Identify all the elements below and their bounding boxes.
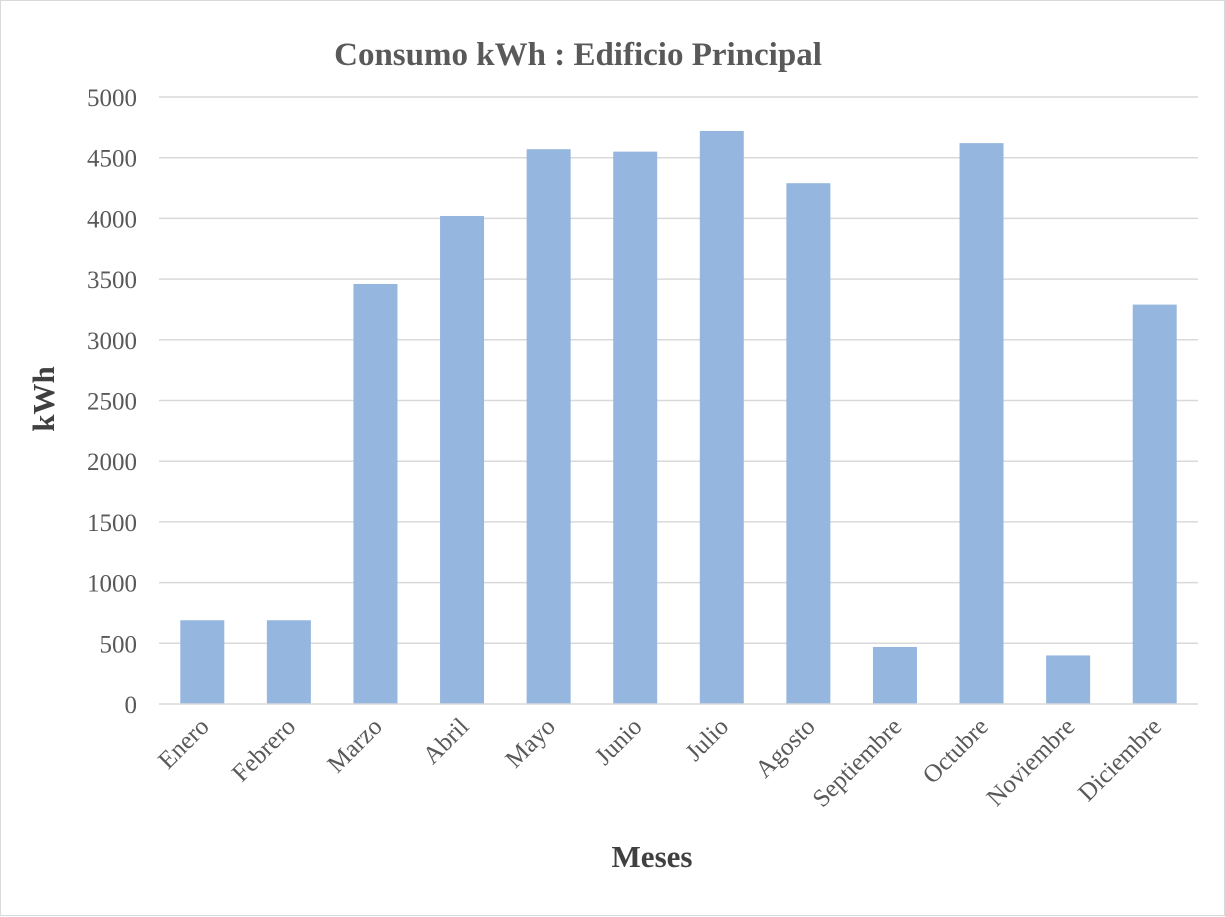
y-tick-label: 3000 [87, 328, 137, 355]
bar-marzo [353, 283, 398, 704]
y-tick-label: 2500 [87, 389, 137, 416]
y-tick-label: 4000 [87, 206, 137, 233]
x-tick-label-julio: Julio [681, 713, 734, 766]
bar-octubre [959, 143, 1004, 704]
gridlines [159, 96, 1198, 645]
y-tick-label: 3500 [87, 267, 137, 294]
x-tick-label-diciembre: Diciembre [1073, 713, 1167, 807]
x-tick-label-abril: Abril [418, 713, 474, 769]
x-tick-label-enero: Enero [153, 713, 214, 774]
bar-febrero [266, 620, 311, 704]
bar-septiembre [872, 646, 917, 704]
bar-noviembre [1046, 655, 1091, 704]
bar-abril [440, 215, 485, 705]
x-tick-label-marzo: Marzo [322, 713, 387, 778]
x-tick-label-mayo: Mayo [501, 713, 561, 773]
bar-agosto [786, 183, 831, 705]
y-tick-label: 1500 [87, 510, 137, 537]
y-tick-label: 500 [100, 631, 138, 658]
y-axis-title: kWh [26, 366, 61, 431]
bar-enero [180, 620, 225, 704]
chart-title: Consumo kWh : Edificio Principal [334, 37, 822, 73]
x-tick-label-noviembre: Noviembre [982, 713, 1081, 812]
x-tick-label-febrero: Febrero [227, 713, 301, 787]
y-tick-label: 2000 [87, 449, 137, 476]
bar-diciembre [1132, 304, 1177, 704]
y-tick-label: 1000 [87, 571, 137, 598]
x-tick-label-septiembre: Septiembre [808, 713, 908, 813]
bar-mayo [526, 149, 571, 704]
x-axis-title: Meses [612, 839, 693, 874]
y-axis-ticks: 0 500 1000 1500 2000 2500 3000 3500 4000 4500 5000 [87, 85, 137, 719]
x-tick-label-junio: Junio [590, 713, 647, 770]
x-tick-label-agosto: Agosto [750, 713, 820, 783]
x-tick-label-octubre: Octubre [918, 713, 994, 789]
y-tick-label: 5000 [87, 85, 137, 112]
y-tick-label: 0 [125, 692, 138, 719]
bar-junio [613, 151, 658, 704]
y-tick-label: 4500 [87, 146, 137, 173]
bars [180, 130, 1177, 705]
x-axis-ticks: Enero Febrero Marzo Abril Mayo Junio Julio Agos… [153, 713, 1167, 813]
bar-julio [699, 130, 744, 704]
